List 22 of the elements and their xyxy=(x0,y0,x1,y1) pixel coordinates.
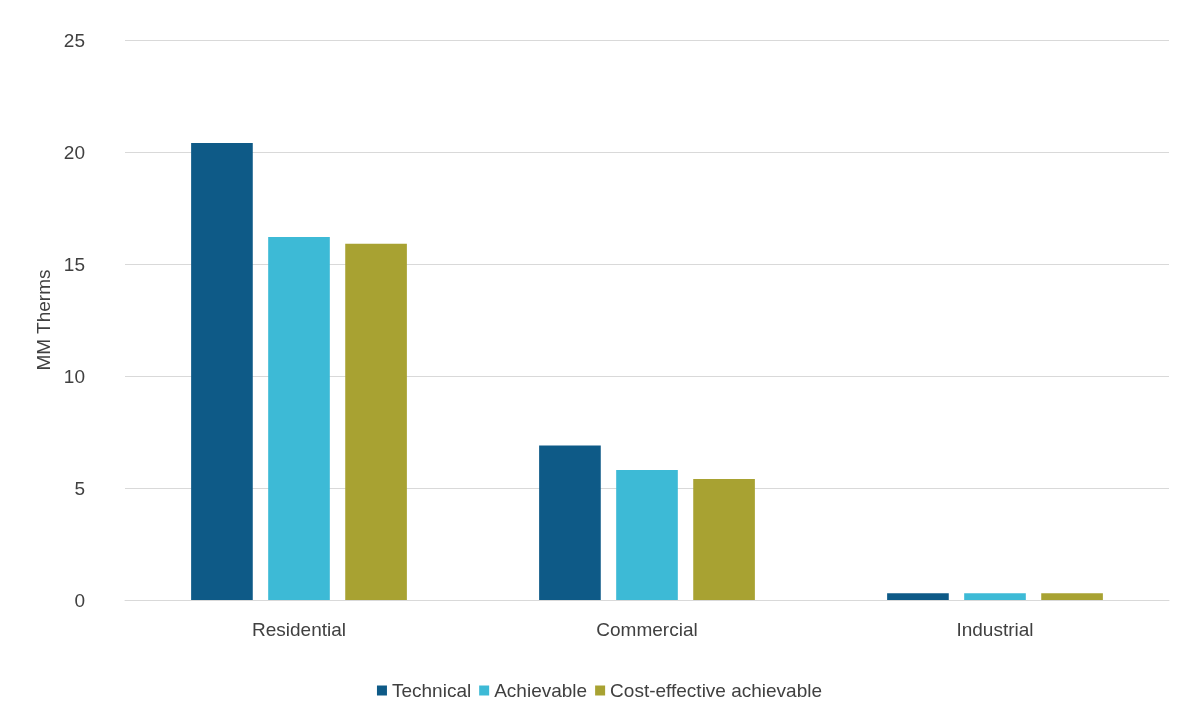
bar xyxy=(345,243,407,600)
y-tick-label: 5 xyxy=(74,477,85,499)
y-tick-label: 20 xyxy=(63,141,85,163)
legend-label: Cost-effective achievable xyxy=(610,680,823,701)
y-tick-label: 15 xyxy=(63,253,85,275)
bar xyxy=(887,593,949,600)
bar xyxy=(693,479,755,600)
y-tick-label: 10 xyxy=(63,365,85,387)
legend-label: Achievable xyxy=(494,680,588,701)
x-tick-label: Commercial xyxy=(596,619,698,640)
y-axis-title: MM Therms xyxy=(32,269,54,371)
bar xyxy=(268,237,330,600)
bar xyxy=(964,593,1026,600)
bar xyxy=(1041,593,1103,600)
y-tick-label: 25 xyxy=(63,29,85,51)
x-tick-label: Industrial xyxy=(956,619,1034,640)
bar xyxy=(539,445,601,600)
bar xyxy=(191,143,253,600)
bar xyxy=(616,470,678,600)
x-tick-label: Residential xyxy=(252,619,346,640)
legend-label: Technical xyxy=(391,680,472,701)
y-tick-label: 0 xyxy=(74,589,85,611)
